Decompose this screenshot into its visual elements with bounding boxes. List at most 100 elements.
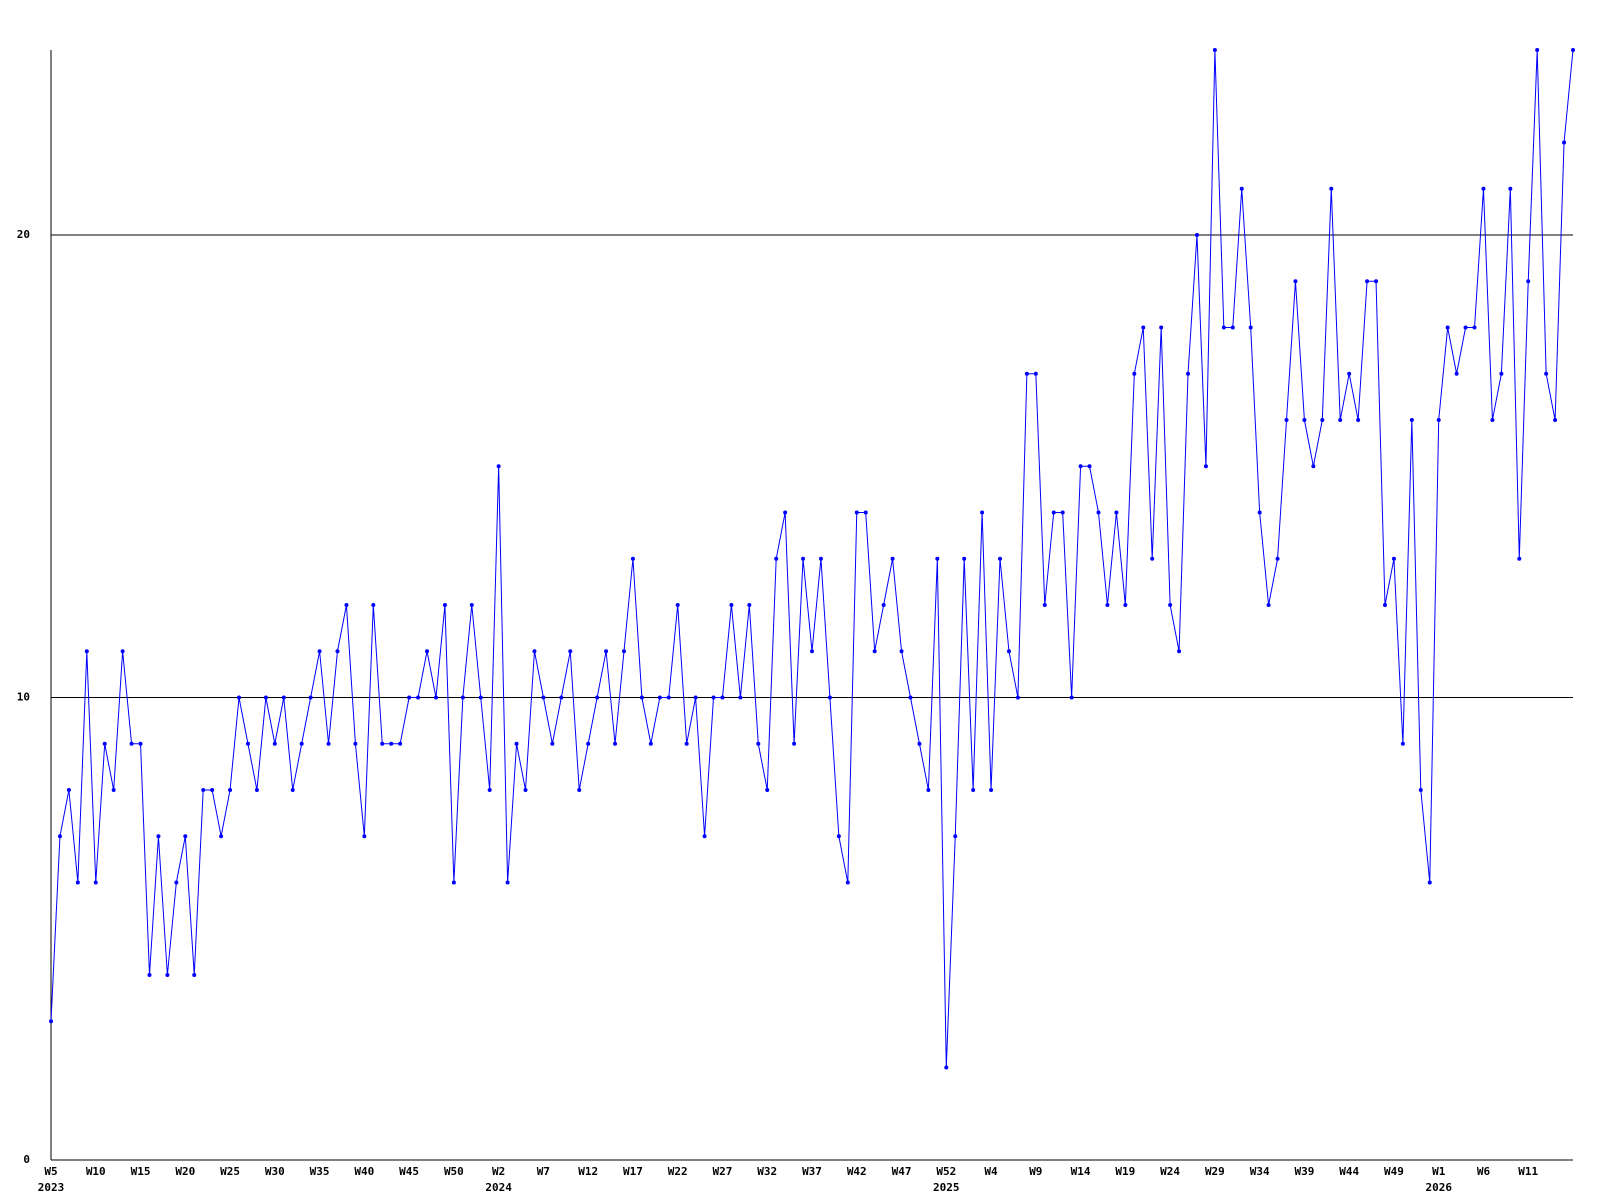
point <box>550 741 555 746</box>
point <box>505 880 510 885</box>
point <box>1490 418 1495 422</box>
point <box>380 741 385 746</box>
point <box>442 603 447 607</box>
x-tick-label: W35 <box>310 1165 330 1178</box>
point <box>684 741 689 746</box>
point <box>353 741 358 746</box>
point <box>201 788 206 792</box>
point <box>1123 603 1128 607</box>
x-tick-label: W45 <box>399 1165 419 1178</box>
point <box>899 649 904 654</box>
point <box>836 834 841 839</box>
point <box>711 695 716 700</box>
point <box>980 510 985 515</box>
x-tick-label: W50 <box>444 1165 464 1178</box>
point <box>1159 325 1164 330</box>
point <box>1203 464 1208 469</box>
point <box>1391 556 1396 561</box>
point <box>290 788 295 792</box>
point <box>1257 510 1262 515</box>
point <box>1436 418 1441 422</box>
point <box>129 741 134 746</box>
x-tick-label: W27 <box>713 1165 733 1178</box>
year-label: 2025 <box>933 1181 960 1194</box>
point <box>407 695 412 700</box>
point <box>84 649 89 654</box>
point <box>1553 418 1558 422</box>
point <box>1409 418 1414 422</box>
point <box>75 880 80 885</box>
point <box>935 556 940 561</box>
x-tick-label: W17 <box>623 1165 643 1178</box>
point <box>1024 371 1029 376</box>
x-tick-label: W15 <box>131 1165 151 1178</box>
point <box>827 695 832 700</box>
point <box>433 695 438 700</box>
point <box>1445 325 1450 330</box>
x-tick-label: W39 <box>1294 1165 1314 1178</box>
point <box>487 788 492 792</box>
y-tick-label: 20 <box>17 228 30 241</box>
point <box>577 788 582 792</box>
point <box>586 741 591 746</box>
point <box>1418 788 1423 792</box>
point <box>1275 556 1280 561</box>
point <box>344 603 349 607</box>
point <box>1096 510 1101 515</box>
point <box>630 556 635 561</box>
point <box>147 973 152 977</box>
x-tick-label: W40 <box>354 1165 374 1178</box>
point <box>1338 418 1343 422</box>
point <box>1150 556 1155 561</box>
point <box>783 510 788 515</box>
x-tick-label: W7 <box>537 1165 550 1178</box>
point <box>272 741 277 746</box>
point <box>416 695 421 700</box>
point <box>810 649 814 654</box>
point <box>765 788 770 792</box>
point <box>1347 371 1352 376</box>
point <box>1006 649 1011 654</box>
point <box>1562 140 1567 145</box>
point <box>111 788 116 792</box>
point <box>299 741 304 746</box>
x-tick-label: W10 <box>86 1165 106 1178</box>
year-label: 2026 <box>1425 1181 1452 1194</box>
x-tick-label: W24 <box>1160 1165 1180 1178</box>
point <box>228 788 233 792</box>
x-tick-label: W11 <box>1518 1165 1538 1178</box>
point <box>138 741 143 746</box>
point <box>308 695 313 700</box>
x-tick-label: W37 <box>802 1165 822 1178</box>
point <box>496 464 501 469</box>
point <box>237 695 242 700</box>
point <box>156 834 161 839</box>
point <box>971 788 976 792</box>
point <box>559 695 564 700</box>
x-tick-label: W52 <box>936 1165 956 1178</box>
point <box>854 510 859 515</box>
point <box>621 649 626 654</box>
line <box>50 49 1574 1068</box>
point <box>702 834 707 839</box>
point <box>1544 371 1549 376</box>
x-tick-label: W44 <box>1339 1165 1359 1178</box>
point <box>729 603 734 607</box>
x-tick-label: W34 <box>1250 1165 1270 1178</box>
point <box>756 741 761 746</box>
x-tick-label: W14 <box>1071 1165 1091 1178</box>
point <box>1329 186 1334 191</box>
point <box>317 649 322 654</box>
point <box>1266 603 1271 607</box>
x-tick-label: W20 <box>175 1165 195 1178</box>
point <box>666 695 671 700</box>
point <box>568 649 573 654</box>
x-tick-label: W47 <box>892 1165 912 1178</box>
point <box>219 834 224 839</box>
point <box>1177 649 1182 654</box>
point <box>1472 325 1477 330</box>
point <box>1141 325 1146 330</box>
point <box>66 788 71 792</box>
point <box>1481 186 1486 191</box>
point <box>1069 695 1074 700</box>
